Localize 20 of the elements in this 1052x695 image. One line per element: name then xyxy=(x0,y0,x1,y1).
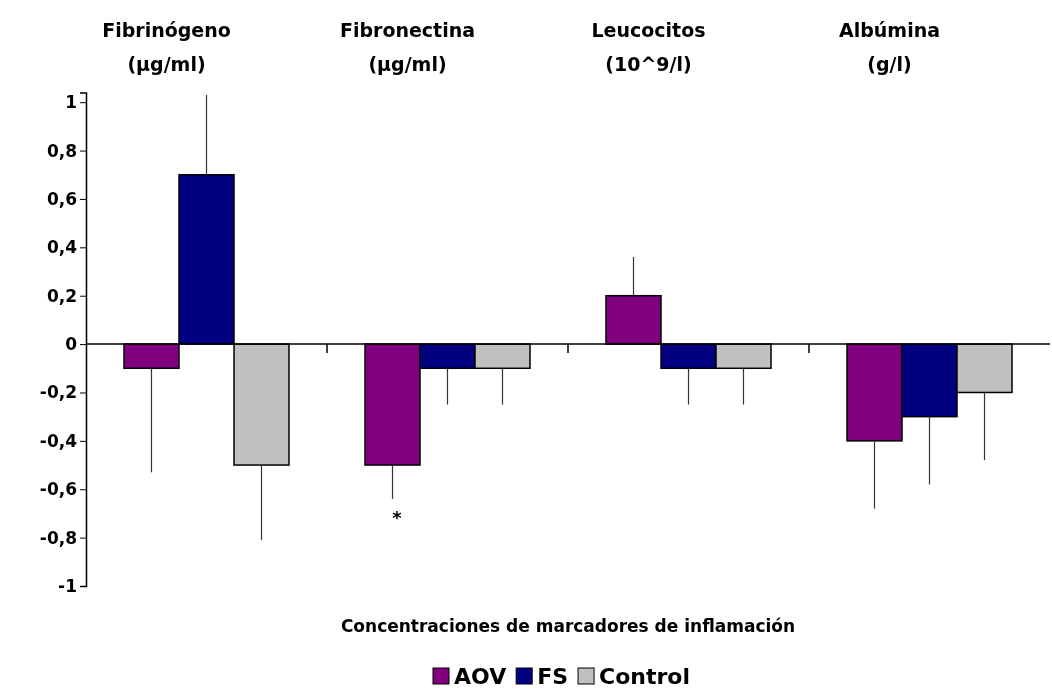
legend-label: FS xyxy=(537,664,569,689)
y-tick-label: 0,4 xyxy=(46,237,78,258)
y-tick-label: 0,6 xyxy=(46,188,77,209)
y-tick-label: -0,4 xyxy=(39,430,78,451)
legend-label: Control xyxy=(599,664,690,689)
x-tick-label: Fibronectina (µg/ml) xyxy=(339,19,476,75)
y-tick-label: -0,6 xyxy=(39,479,77,500)
y-tick-label: -0,2 xyxy=(39,382,77,403)
y-tick-label: 0,2 xyxy=(46,285,77,306)
y-tick-label: 1 xyxy=(65,92,77,113)
y-tick-label: 0 xyxy=(65,334,78,355)
x-tick-label: Albúmina (g/l) xyxy=(838,19,941,75)
x-axis-title: Concentraciones de marcadores de inflamación xyxy=(340,616,796,636)
legend-label: AOV xyxy=(454,664,507,689)
annotation: * xyxy=(392,507,403,528)
x-tick-label: Leucocitos (10^9/l) xyxy=(591,19,706,75)
x-tick-label: Fibrinógeno (µg/ml) xyxy=(102,19,231,75)
y-tick-label: -0,8 xyxy=(39,527,77,548)
y-tick-label: 0,8 xyxy=(46,140,77,161)
y-tick-label: -1 xyxy=(58,575,77,596)
